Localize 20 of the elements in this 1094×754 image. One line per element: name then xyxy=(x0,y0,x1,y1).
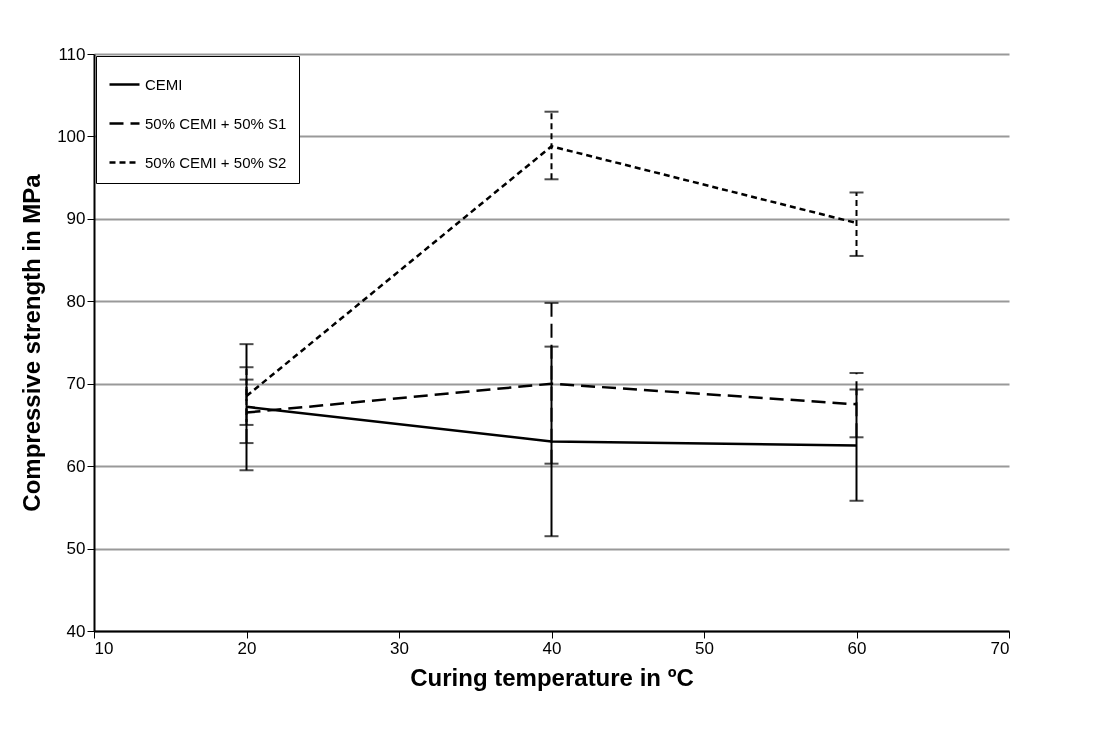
x-tick-label: 30 xyxy=(390,638,409,658)
y-tick-label: 40 xyxy=(66,621,86,641)
x-tick-label: 10 xyxy=(94,638,114,658)
y-tick-label: 70 xyxy=(66,374,86,394)
x-tick-label: 40 xyxy=(542,638,562,658)
x-tick-label: 70 xyxy=(990,638,1010,658)
y-tick-label: 90 xyxy=(66,209,86,229)
legend-label: CEMI xyxy=(145,75,183,93)
legend-label: 50% CEMI + 50% S1 xyxy=(145,114,287,132)
y-tick-label: 60 xyxy=(66,456,86,476)
x-tick-label: 60 xyxy=(847,638,867,658)
legend-label: 50% CEMI + 50% S2 xyxy=(145,153,287,171)
y-tick-label: 110 xyxy=(58,44,86,64)
x-axis-title: Curing temperature in ºC xyxy=(410,663,694,691)
y-tick-label: 100 xyxy=(57,126,86,146)
x-tick-label: 20 xyxy=(237,638,257,658)
y-axis-title: Compressive strength in MPa xyxy=(18,173,46,512)
y-tick-label: 80 xyxy=(66,291,86,311)
y-tick-label: 50 xyxy=(66,539,86,559)
x-tick-label: 50 xyxy=(695,638,714,658)
